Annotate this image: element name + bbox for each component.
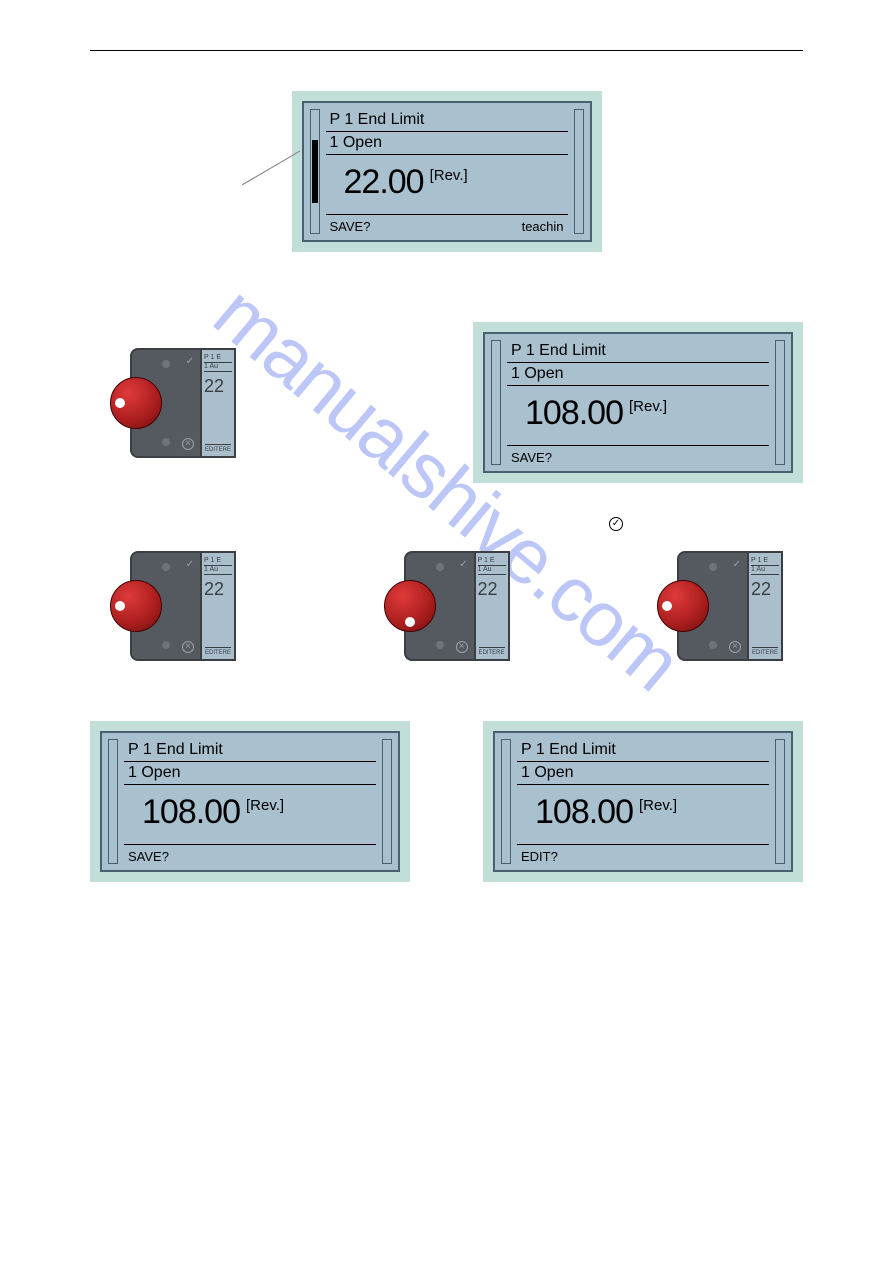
knob-device-4: ✓ × P 1 E 1 Au 22 EDITERE [677,551,783,661]
lcd-right-bar [382,739,392,864]
device-check-icon: ✓ [186,356,194,367]
knob-device-2: ✓ × P 1 E 1 Au 22 EDITERE [130,551,236,661]
lcd-header: P 1 End Limit [326,109,568,132]
lcd-left-bar [491,340,501,465]
lcd-subheader: 1 Open [507,363,769,386]
mini-lcd-footer: EDITERE [752,647,778,656]
lcd-left-scrollbar [310,109,320,234]
lcd-footer-left: EDIT? [521,849,558,864]
mini-lcd-row2: 1 Au [751,566,779,575]
page-divider [90,50,803,51]
rotary-knob[interactable] [110,377,162,429]
lcd-header: P 1 End Limit [517,739,769,762]
lcd-right-bar [574,109,584,234]
lcd-footer-right: teachin [522,219,564,234]
device-x-icon: × [182,641,194,653]
mini-lcd: P 1 E 1 Au 22 EDITERE [200,348,236,458]
lcd-header: P 1 End Limit [124,739,376,762]
lcd-subheader: 1 Open [326,132,568,155]
device-check-icon: ✓ [186,559,194,570]
mini-lcd: P 1 E 1 Au 22 EDITERE [474,551,510,661]
rotary-knob[interactable] [384,580,436,632]
mini-lcd-footer: EDITERE [479,647,505,656]
rotary-knob[interactable] [110,580,162,632]
lcd-unit: [Rev.] [430,167,468,184]
mini-lcd: P 1 E 1 Au 22 EDITERE [200,551,236,661]
lcd-unit: [Rev.] [639,797,677,814]
lcd-footer-left: SAVE? [128,849,169,864]
lcd-right-bar [775,739,785,864]
lcd-panel-bottom-left: P 1 End Limit 1 Open 108.00 [Rev.] SAVE? [90,721,410,882]
device-check-icon: ✓ [733,559,741,570]
lcd-subheader: 1 Open [517,762,769,785]
mini-lcd-value: 22 [478,579,506,600]
mini-lcd-value: 22 [751,579,779,600]
lcd-footer-left: SAVE? [330,219,371,234]
mini-lcd-row2: 1 Au [478,566,506,575]
mini-lcd-footer: EDITERE [205,647,231,656]
lcd-panel-mid: P 1 End Limit 1 Open 108.00 [Rev.] SAVE? [473,322,803,483]
mini-lcd-value: 22 [204,579,232,600]
lcd-left-bar [108,739,118,864]
mini-lcd-header: P 1 E [204,557,232,566]
knob-device-3: ✓ × P 1 E 1 Au 22 EDITERE [404,551,510,661]
knob-device-1: ✓ × P 1 E 1 Au 22 EDITERE [130,348,236,458]
lcd-value: 108.00 [142,793,240,832]
lcd-footer-left: SAVE? [511,450,552,465]
device-check-icon: ✓ [459,559,467,570]
mini-lcd: P 1 E 1 Au 22 EDITERE [747,551,783,661]
lcd-unit: [Rev.] [246,797,284,814]
lcd-unit: [Rev.] [629,398,667,415]
rotary-knob[interactable] [657,580,709,632]
lcd-right-bar [775,340,785,465]
mini-lcd-value: 22 [204,376,232,397]
device-x-icon: × [729,641,741,653]
lcd-subheader: 1 Open [124,762,376,785]
lcd-panel-bottom-right: P 1 End Limit 1 Open 108.00 [Rev.] EDIT? [483,721,803,882]
mini-lcd-header: P 1 E [204,354,232,363]
check-icon: ✓ [609,517,623,531]
lcd-value: 108.00 [525,394,623,433]
lcd-left-bar [501,739,511,864]
device-x-icon: × [456,641,468,653]
leader-line [242,147,302,187]
lcd-value: 108.00 [535,793,633,832]
mini-lcd-header: P 1 E [478,557,506,566]
mini-lcd-header: P 1 E [751,557,779,566]
lcd-value: 22.00 [344,163,424,202]
lcd-panel-top: P 1 End Limit 1 Open 22.00 [Rev.] SAVE? … [292,91,602,252]
mini-lcd-row2: 1 Au [204,566,232,575]
device-x-icon: × [182,438,194,450]
lcd-header: P 1 End Limit [507,340,769,363]
mini-lcd-row2: 1 Au [204,363,232,372]
mini-lcd-footer: EDITERE [205,444,231,453]
